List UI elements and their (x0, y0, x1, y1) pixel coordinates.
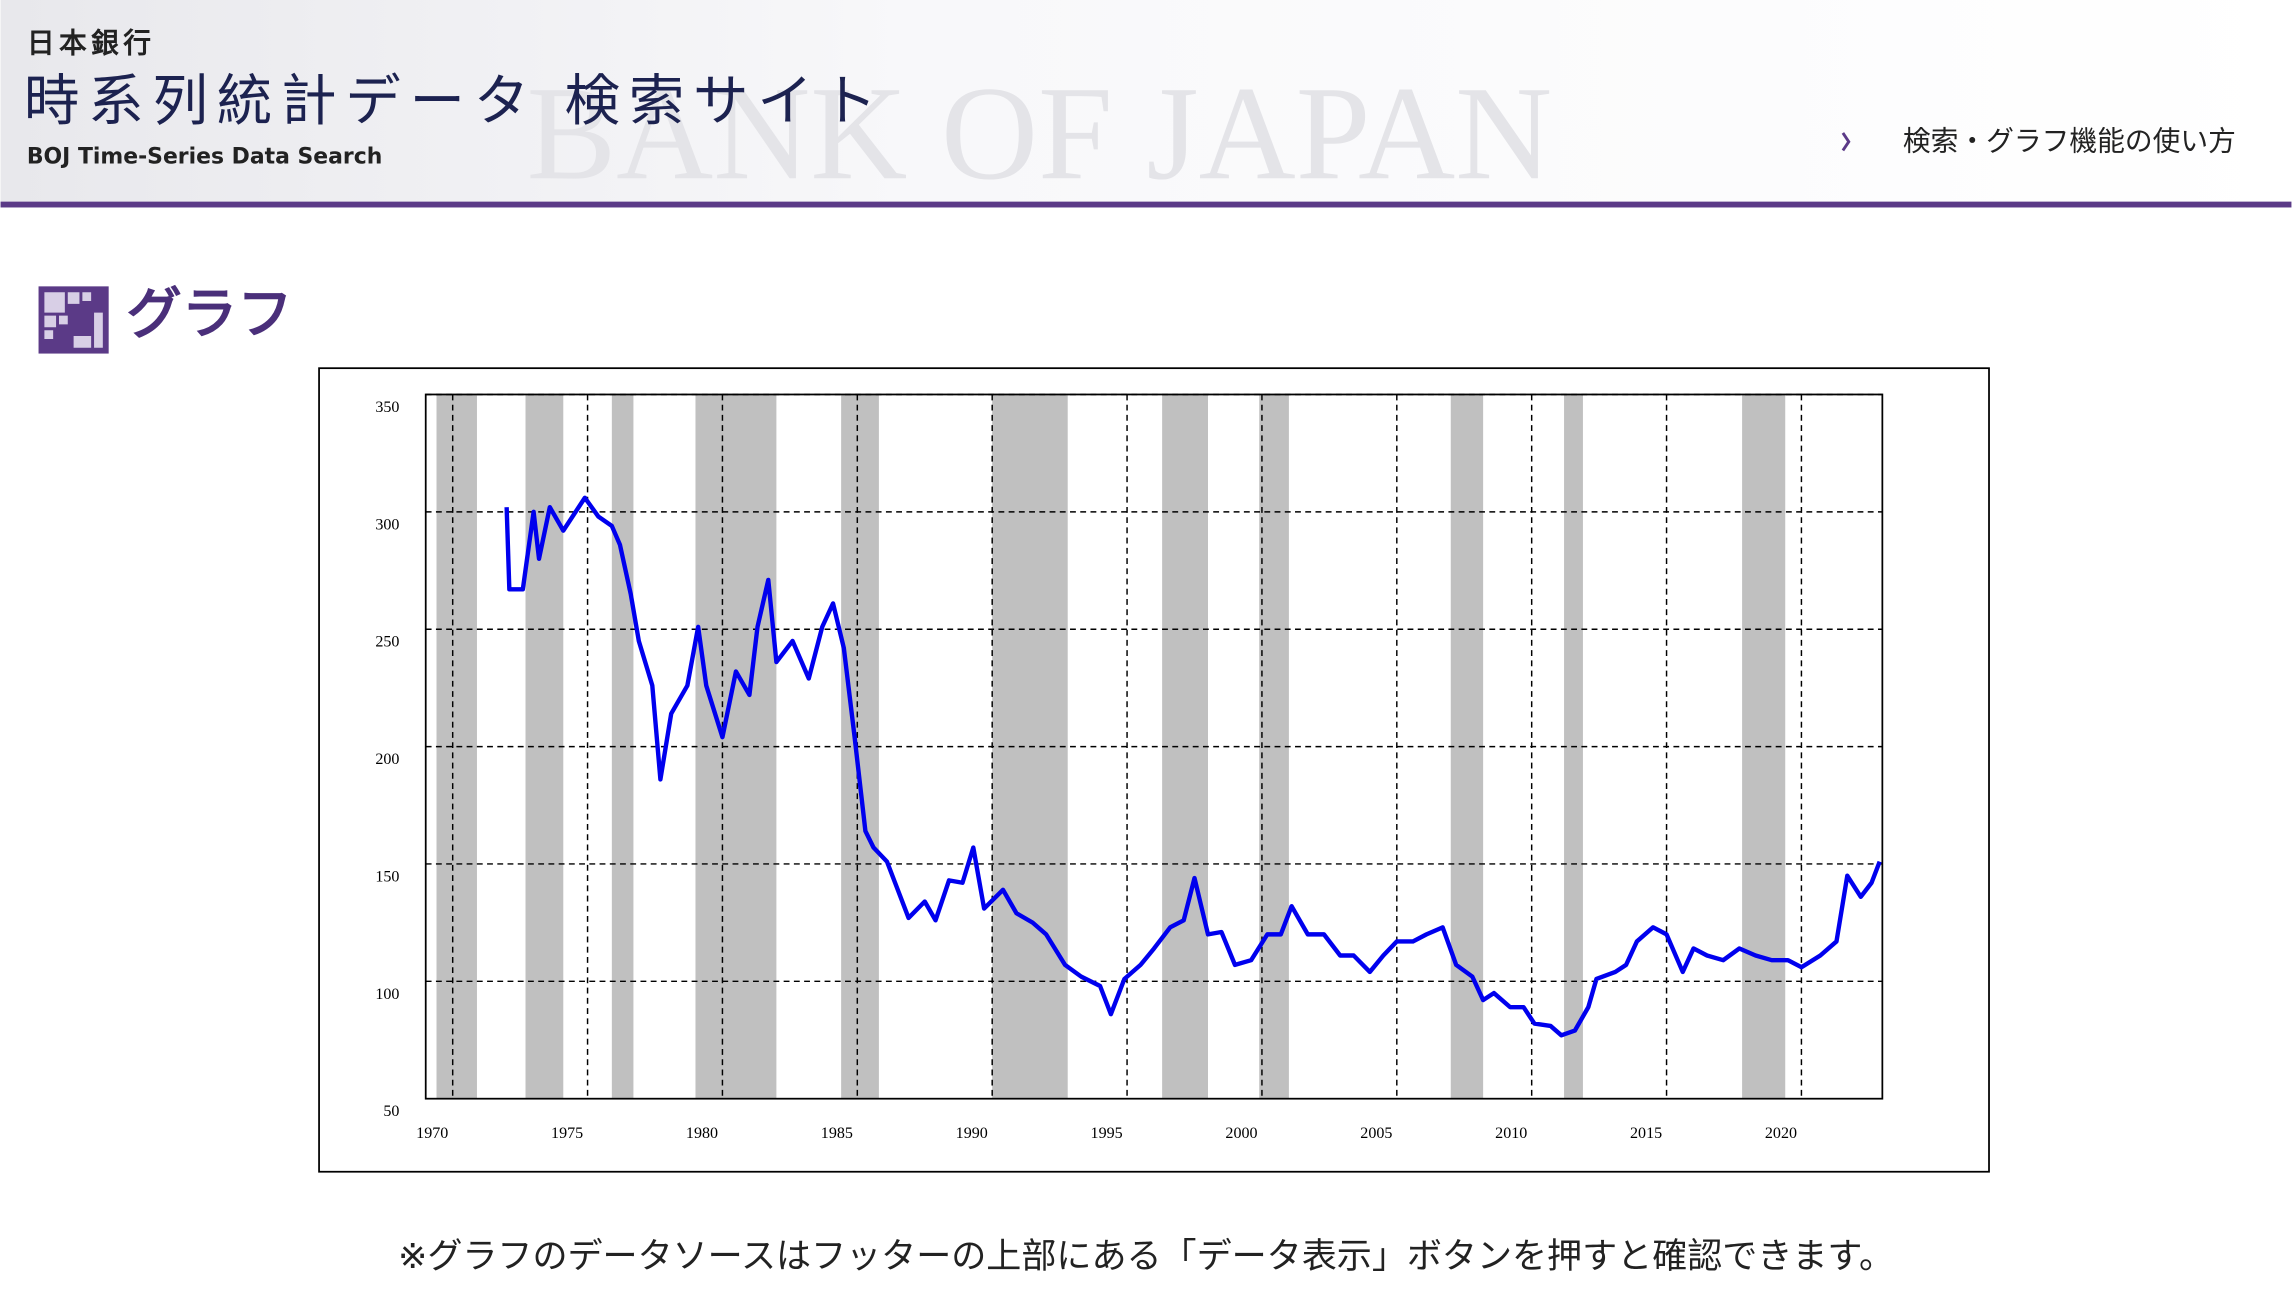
x-tick-label: 1985 (821, 1125, 853, 1142)
x-tick-label: 1970 (416, 1125, 448, 1142)
watermark: BANK OF JAPAN (527, 59, 1553, 208)
chart-frame (318, 367, 1990, 1173)
site-subtitle: BOJ Time-Series Data Search (27, 145, 382, 170)
y-tick-label: 250 (375, 634, 399, 651)
data-line (504, 495, 1882, 1038)
y-tick-label: 350 (375, 399, 399, 416)
org-name: 日本銀行 (27, 27, 156, 60)
y-tick-label: 50 (383, 1103, 399, 1120)
section-icon (38, 286, 109, 354)
x-tick-label: 1990 (956, 1125, 988, 1142)
y-tick-label: 300 (375, 516, 399, 533)
plot-border (424, 393, 1884, 1100)
header-rule (0, 201, 2292, 208)
y-tick-label: 150 (375, 868, 399, 885)
footnote: ※グラフのデータソースはフッターの上部にある「データ表示」ボタンを押すと確認でき… (398, 1236, 1894, 1277)
x-tick-label: 1980 (686, 1125, 718, 1142)
help-link[interactable]: 検索・グラフ機能の使い方 (1903, 124, 2236, 157)
x-tick-label: 1975 (551, 1125, 583, 1142)
x-tick-label: 2015 (1630, 1125, 1662, 1142)
y-tick-label: 200 (375, 751, 399, 768)
plot: 50 100 150 200 250 300 350 1970 1975 1980 1985 1990… (375, 393, 1884, 1142)
header-bg (0, 0, 2292, 202)
site-title: 時系列統計データ 検索サイト (24, 69, 886, 134)
link-chevron (1841, 132, 1851, 152)
x-tick-label: 2010 (1495, 1125, 1527, 1142)
x-tick-label: 2000 (1225, 1125, 1257, 1142)
shaded-period (1450, 394, 1484, 1099)
x-tick-label: 2020 (1765, 1125, 1797, 1142)
x-tick-label: 2005 (1360, 1125, 1392, 1142)
shaded-period (1259, 394, 1289, 1099)
y-tick-label: 100 (375, 986, 399, 1003)
section-title: グラフ (126, 282, 293, 347)
x-tick-label: 1995 (1091, 1125, 1123, 1142)
